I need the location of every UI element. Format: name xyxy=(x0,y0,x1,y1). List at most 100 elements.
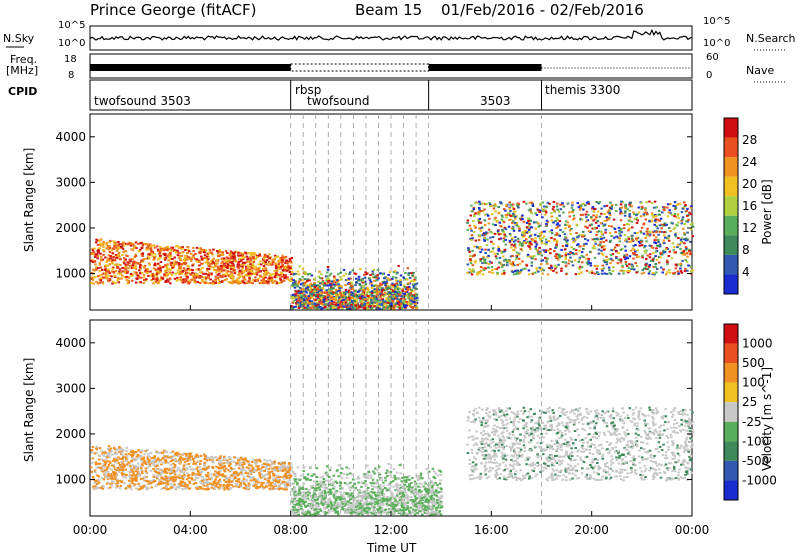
power-scatter-cell xyxy=(578,250,581,252)
power-scatter-cell xyxy=(325,275,328,277)
power-scatter-cell xyxy=(114,264,117,266)
power-scatter-cell xyxy=(555,246,558,248)
power-scatter-cell xyxy=(138,250,141,252)
power-scatter-cell xyxy=(313,284,316,286)
power-scatter-cell xyxy=(474,227,477,229)
power-scatter-cell xyxy=(91,282,94,284)
power-scatter-cell xyxy=(509,234,512,236)
power-scatter-cell xyxy=(491,272,494,274)
power-scatter-cell xyxy=(609,232,612,234)
power-scatter-cell xyxy=(664,251,667,253)
power-scatter-cell xyxy=(684,223,687,225)
power-scatter-cell xyxy=(359,284,362,286)
power-scatter-cell xyxy=(388,298,391,300)
power-scatter-cell xyxy=(262,262,265,264)
power-scatter-cell xyxy=(199,282,202,284)
power-scatter-cell xyxy=(537,271,540,273)
power-scatter-cell xyxy=(557,222,560,224)
power-scatter-cell xyxy=(530,220,533,222)
power-scatter-cell xyxy=(117,241,120,243)
power-scatter-cell xyxy=(139,264,142,266)
power-scatter-cell xyxy=(580,214,583,216)
power-scatter-cell xyxy=(651,247,654,249)
power-scatter-cell xyxy=(496,220,499,222)
power-scatter-cell xyxy=(492,247,495,249)
power-scatter-cell xyxy=(349,271,352,273)
power-scatter-cell xyxy=(402,296,405,298)
power-scatter-cell xyxy=(472,264,475,266)
power-scatter-cell xyxy=(649,270,652,272)
power-scatter-cell xyxy=(164,254,167,256)
power-scatter-cell xyxy=(402,301,405,303)
power-scatter-cell xyxy=(545,239,548,241)
power-scatter-cell xyxy=(671,257,674,259)
power-scatter-cell xyxy=(172,247,175,249)
power-scatter-cell xyxy=(573,215,576,217)
power-scatter-cell xyxy=(409,305,412,307)
power-scatter-cell xyxy=(320,302,323,304)
power-scatter-cell xyxy=(590,216,593,218)
power-scatter-cell xyxy=(597,272,600,274)
power-scatter-cell xyxy=(603,268,606,270)
velocity-scatter-cell xyxy=(277,478,280,480)
power-scatter-cell xyxy=(197,281,200,283)
power-scatter-cell xyxy=(96,257,99,259)
power-scatter-cell xyxy=(627,229,630,231)
power-scatter-cell xyxy=(144,243,147,245)
power-scatter-cell xyxy=(260,263,263,265)
power-scatter-cell xyxy=(414,284,417,286)
power-scatter-cell xyxy=(470,239,473,241)
power-scatter-cell xyxy=(335,302,338,304)
power-scatter-cell xyxy=(318,290,321,292)
power-scatter-cell xyxy=(360,303,363,305)
power-scatter-cell xyxy=(284,276,287,278)
power-scatter-cell xyxy=(689,241,692,243)
power-scatter-cell xyxy=(282,269,285,271)
power-scatter-cell xyxy=(466,222,469,224)
power-scatter-cell xyxy=(328,290,331,292)
power-scatter-cell xyxy=(408,293,411,295)
power-scatter-cell xyxy=(518,244,521,246)
power-scatter-cell xyxy=(362,307,365,309)
power-scatter-cell xyxy=(293,306,296,308)
power-scatter-cell xyxy=(523,233,526,235)
power-scatter-cell xyxy=(350,294,353,296)
power-scatter-cell xyxy=(328,275,331,277)
power-scatter-cell xyxy=(619,259,622,261)
power-scatter-cell xyxy=(268,253,271,255)
power-scatter-cell xyxy=(198,264,201,266)
power-scatter-cell xyxy=(491,269,494,271)
power-scatter-cell xyxy=(499,257,502,259)
power-scatter-cell xyxy=(484,260,487,262)
power-scatter-cell xyxy=(529,248,532,250)
power-scatter-cell xyxy=(185,269,188,271)
power-scatter-cell xyxy=(630,250,633,252)
power-scatter-cell xyxy=(278,282,281,284)
power-scatter-cell xyxy=(602,241,605,243)
power-scatter-cell xyxy=(655,215,658,217)
power-scatter-cell xyxy=(220,251,223,253)
power-scatter-cell xyxy=(170,268,173,270)
power-scatter-cell xyxy=(174,278,177,280)
power-scatter-cell xyxy=(186,252,189,254)
power-scatter-cell xyxy=(332,307,335,309)
power-scatter-cell xyxy=(625,206,628,208)
power-scatter-cell xyxy=(112,247,115,249)
power-scatter-cell xyxy=(528,229,531,231)
power-scatter-cell xyxy=(479,218,482,220)
power-scatter-cell xyxy=(552,222,555,224)
power-scatter-cell xyxy=(211,263,214,265)
power-scatter-cell xyxy=(339,302,342,304)
power-scatter-cell xyxy=(183,259,186,261)
power-scatter-cell xyxy=(586,254,589,256)
power-colorbar-segment xyxy=(724,138,738,158)
power-scatter-cell xyxy=(234,260,237,262)
power-scatter-cell xyxy=(392,276,395,278)
power-scatter-cell xyxy=(326,300,329,302)
power-scatter-cell xyxy=(108,270,111,272)
power-scatter-cell xyxy=(659,220,662,222)
power-scatter-cell xyxy=(315,303,318,305)
power-scatter-cell xyxy=(310,287,313,289)
power-scatter-cell xyxy=(350,292,353,294)
power-scatter-cell xyxy=(497,246,500,248)
